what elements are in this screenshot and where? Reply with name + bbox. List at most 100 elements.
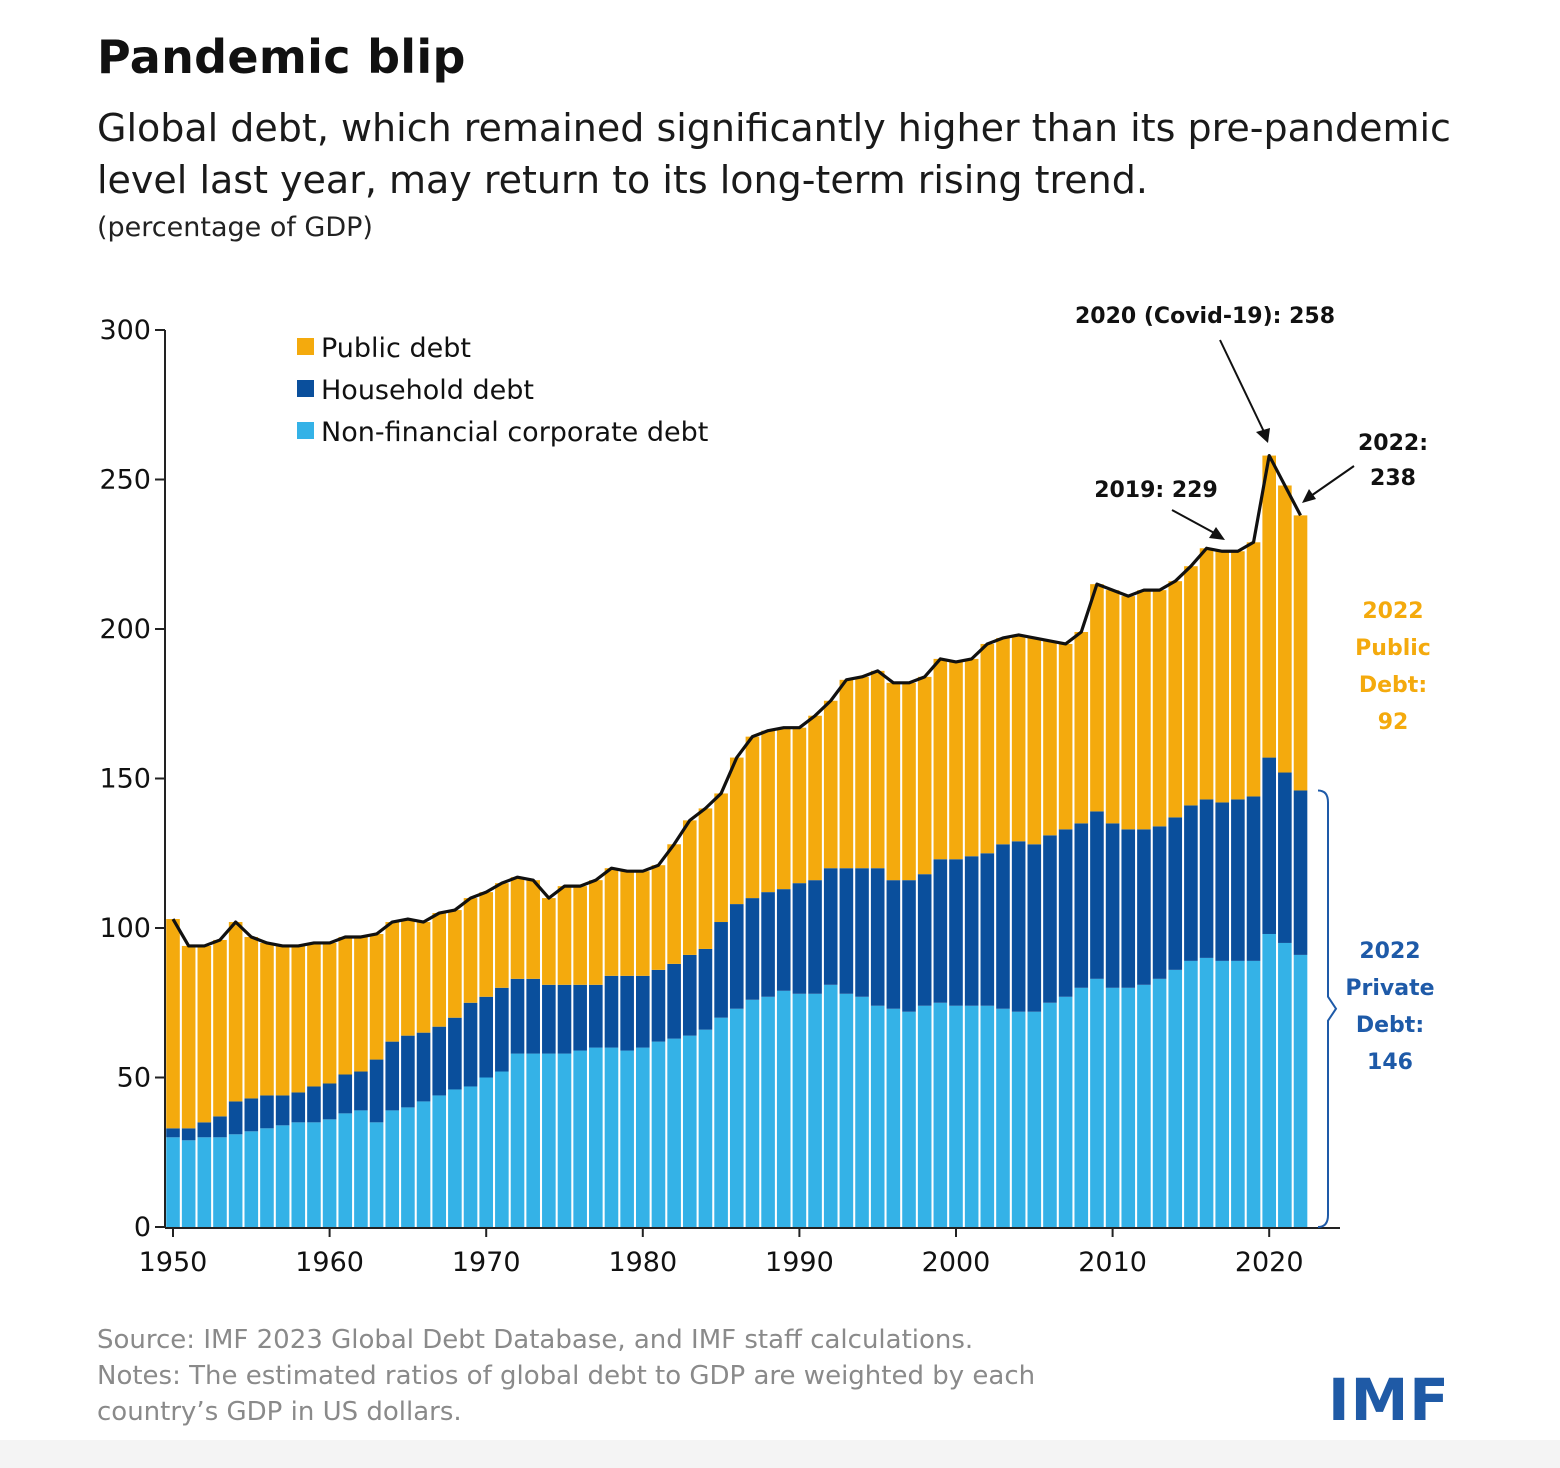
- corporate-debt-bar: [855, 996, 869, 1227]
- corporate-debt-bar: [244, 1131, 259, 1227]
- legend-label: Public debt: [321, 333, 471, 364]
- legend: Public debt Household debt Non-financial c…: [297, 333, 708, 448]
- household-debt-bar: [1090, 811, 1104, 979]
- annotation-private-debt: 2022: [1359, 939, 1420, 964]
- household-debt-bar: [745, 898, 760, 1000]
- public-debt-bar: [1231, 551, 1245, 800]
- household-debt-bar: [776, 889, 791, 991]
- household-debt-bar: [870, 868, 885, 1006]
- y-tick-label: 0: [134, 1212, 151, 1243]
- x-tick-label: 2000: [922, 1247, 991, 1278]
- corporate-debt-bar: [1074, 987, 1089, 1227]
- y-tick-label: 50: [117, 1063, 151, 1094]
- public-debt-bar: [823, 700, 838, 869]
- public-debt-bar: [667, 844, 681, 964]
- legend-swatch: [297, 380, 314, 397]
- public-debt-bar: [1246, 542, 1261, 797]
- household-debt-bar: [1293, 790, 1308, 955]
- household-debt-bar: [792, 883, 807, 994]
- household-debt-bar: [197, 1122, 212, 1138]
- corporate-debt-bar: [604, 1047, 619, 1227]
- corporate-debt-bar: [448, 1089, 462, 1227]
- corporate-debt-bar: [338, 1113, 353, 1227]
- household-debt-bar: [761, 892, 775, 997]
- corporate-debt-bar: [557, 1053, 572, 1227]
- corporate-debt-bar: [369, 1122, 384, 1227]
- chart-subtitle: Global debt, which remained significantl…: [97, 106, 1451, 202]
- household-debt-bar: [354, 1071, 368, 1111]
- corporate-debt-bar: [260, 1128, 274, 1227]
- bars-group: [166, 453, 1308, 1227]
- public-debt-bar: [495, 883, 509, 988]
- public-debt-bar: [181, 945, 196, 1129]
- corporate-debt-bar: [542, 1053, 556, 1227]
- corporate-debt-bar: [917, 1005, 932, 1227]
- annotations-group: 2020 (Covid-19): 258 2019: 229 2022: 238 202…: [1075, 304, 1435, 1228]
- public-debt-bar: [166, 919, 180, 1129]
- corporate-debt-bar: [307, 1122, 321, 1227]
- corporate-debt-bar: [1043, 1002, 1057, 1227]
- private-debt-brace: [1317, 789, 1338, 1228]
- public-debt-bar: [307, 942, 321, 1087]
- corporate-debt-bar: [1090, 978, 1104, 1227]
- x-tick-label: 1990: [765, 1247, 834, 1278]
- public-debt-bar: [917, 676, 932, 875]
- public-debt-bar: [792, 727, 807, 884]
- x-tick-label: 2010: [1078, 1247, 1147, 1278]
- household-debt-bar: [839, 868, 854, 994]
- public-debt-bar: [479, 892, 493, 997]
- bottom-strip: [0, 1440, 1560, 1468]
- corporate-debt-bar: [839, 993, 854, 1227]
- legend-label: Non-financial corporate debt: [321, 417, 708, 448]
- corporate-debt-bar: [651, 1041, 666, 1227]
- corporate-debt-bar: [228, 1134, 243, 1227]
- x-tick-label: 1950: [139, 1247, 208, 1278]
- public-debt-bar: [996, 637, 1010, 845]
- corporate-debt-bar: [197, 1137, 212, 1227]
- annotation-public-debt: 92: [1378, 710, 1409, 735]
- corporate-debt-bar: [573, 1050, 587, 1227]
- y-tick-label: 250: [99, 465, 151, 496]
- household-debt-bar: [213, 1116, 227, 1138]
- public-debt-bar: [839, 679, 854, 869]
- household-debt-bar: [651, 969, 666, 1042]
- household-debt-bar: [682, 954, 697, 1036]
- public-debt-bar: [964, 658, 979, 857]
- corporate-debt-bar: [166, 1137, 180, 1227]
- public-debt-bar: [1090, 584, 1104, 812]
- annotation-arrowhead: [1256, 428, 1270, 443]
- public-debt-bar: [855, 676, 869, 869]
- household-debt-bar: [1121, 829, 1136, 988]
- public-debt-bar: [745, 736, 760, 899]
- household-debt-bar: [980, 853, 995, 1006]
- household-debt-bar: [1184, 805, 1198, 961]
- public-debt-bar: [401, 919, 415, 1036]
- household-debt-bar: [620, 975, 634, 1051]
- public-debt-bar: [291, 945, 306, 1093]
- corporate-debt-bar: [620, 1050, 634, 1227]
- corporate-debt-bar: [1168, 969, 1183, 1227]
- household-debt-bar: [1278, 772, 1292, 943]
- public-debt-bar: [526, 880, 540, 979]
- corporate-debt-bar: [698, 1029, 713, 1227]
- public-debt-bar: [902, 682, 916, 881]
- household-debt-bar: [291, 1092, 306, 1123]
- public-debt-bar: [228, 922, 243, 1102]
- corporate-debt-bar: [902, 1011, 916, 1227]
- annotation-public-debt: Debt:: [1359, 673, 1427, 698]
- legend-label: Household debt: [321, 375, 534, 406]
- household-debt-bar: [495, 987, 509, 1072]
- public-debt-bar: [870, 670, 885, 869]
- corporate-debt-bar: [495, 1071, 509, 1227]
- corporate-debt-bar: [463, 1086, 478, 1227]
- household-debt-bar: [448, 1017, 462, 1090]
- corporate-debt-bar: [776, 990, 791, 1227]
- annotation-public-debt: 2022: [1362, 599, 1423, 624]
- public-debt-bar: [949, 661, 963, 860]
- public-debt-bar: [651, 865, 666, 970]
- annotation-private-debt: 146: [1367, 1050, 1413, 1075]
- household-debt-bar: [557, 984, 572, 1054]
- household-debt-bar: [228, 1101, 243, 1135]
- public-debt-bar: [1215, 551, 1230, 803]
- corporate-debt-bar: [714, 1017, 728, 1227]
